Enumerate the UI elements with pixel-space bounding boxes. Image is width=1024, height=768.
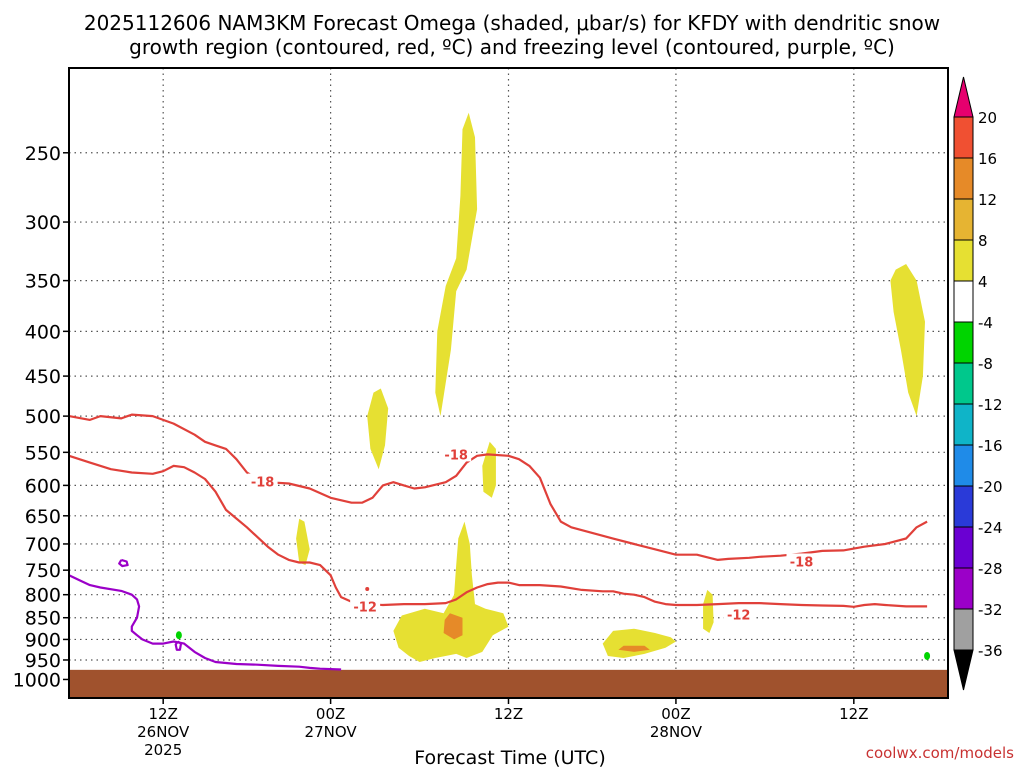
colorbar-box — [953, 403, 974, 446]
red-dot — [365, 586, 370, 591]
y-tick-label: 650 — [25, 506, 61, 528]
contour-label: -12 — [353, 600, 377, 615]
credit-text: coolwx.com/models — [866, 744, 1014, 762]
colorbar-label: -16 — [978, 437, 1003, 455]
contour-label-bg — [441, 446, 472, 462]
contour-label: -12 — [727, 609, 751, 624]
x-tick-label: 27NOV — [305, 723, 358, 741]
x-tick-label: 12Z — [148, 705, 177, 723]
omega-region — [703, 589, 714, 633]
y-tick-label: 600 — [25, 475, 61, 497]
colorbar-label: -28 — [978, 560, 1003, 578]
contour-label-bg — [350, 598, 381, 614]
colorbar-box — [953, 485, 974, 528]
colorbar-label: -32 — [978, 601, 1003, 619]
colorbar-label: 4 — [978, 273, 988, 291]
small-marks — [175, 586, 931, 660]
omega-region — [367, 388, 389, 470]
chart-title-line2: growth region (contoured, red, ºC) and f… — [129, 35, 895, 59]
colorbar-label: -24 — [978, 519, 1003, 537]
grid — [69, 68, 948, 698]
y-tick-label: 550 — [25, 442, 61, 464]
omega-region — [602, 628, 676, 658]
y-tick-label: 1000 — [13, 669, 61, 691]
colorbar-label: 12 — [978, 191, 997, 209]
chart-title-line1: 2025112606 NAM3KM Forecast Omega (shaded… — [84, 11, 940, 35]
contour-line — [68, 413, 928, 562]
colorbar-label: 8 — [978, 232, 988, 250]
omega-region — [618, 645, 650, 652]
x-tick-label: 00Z — [661, 705, 690, 723]
x-axis-label: Forecast Time (UTC) — [414, 747, 605, 768]
omega-region — [435, 112, 478, 417]
y-tick-label: 800 — [25, 585, 61, 607]
contour-label: -18 — [790, 555, 814, 570]
contour-labels: -18 -18 -18 -12 -12 — [247, 446, 817, 624]
colorbar-box — [953, 239, 974, 282]
colorbar-box — [953, 526, 974, 569]
colorbar-box — [953, 157, 974, 200]
colorbar-box — [953, 280, 974, 323]
colorbar-arrow-bottom — [953, 649, 974, 691]
omega-region — [443, 613, 463, 640]
y-tick-label: 950 — [25, 650, 61, 672]
x-tick-label: 12Z — [839, 705, 868, 723]
colorbar-box — [953, 198, 974, 241]
y-tick-label: 850 — [25, 608, 61, 630]
y-axis: 2503003504004505005506006507007508008509… — [13, 143, 69, 691]
colorbar-label: -20 — [978, 478, 1003, 496]
y-tick-label: 250 — [25, 143, 61, 165]
y-tick-label: 350 — [25, 271, 61, 293]
colorbar-arrow-top — [953, 76, 974, 118]
omega-region — [296, 518, 310, 566]
colorbar-label: 16 — [978, 150, 997, 168]
contour-label-bg — [723, 606, 754, 622]
contour-label: -18 — [444, 448, 468, 463]
omega-shading — [296, 112, 925, 662]
colorbar-box — [953, 444, 974, 487]
omega-region — [393, 521, 509, 662]
contour-label-bg — [247, 473, 278, 489]
y-tick-label: 900 — [25, 629, 61, 651]
y-tick-label: 700 — [25, 534, 61, 556]
colorbar-box — [953, 608, 974, 651]
contour-label-bg — [786, 553, 817, 569]
x-tick-label: 12Z — [494, 705, 523, 723]
green-mark — [924, 651, 931, 660]
x-tick-label: 26NOV — [137, 723, 190, 741]
colorbar-box — [953, 362, 974, 405]
colorbar: 20 16 12 8 4 -4 -8 -12 -16 -20 -24 -28 -32 -36 — [953, 76, 1003, 691]
x-tick-label: 00Z — [316, 705, 345, 723]
y-tick-label: 750 — [25, 560, 61, 582]
green-mark — [175, 631, 182, 640]
y-tick-label: 500 — [25, 406, 61, 428]
contours — [68, 413, 928, 671]
contour-line — [174, 640, 183, 651]
ground-surface — [69, 669, 948, 698]
contour-label: -18 — [251, 476, 275, 491]
colorbar-box — [953, 321, 974, 364]
contour-line — [68, 454, 928, 608]
y-tick-label: 400 — [25, 321, 61, 343]
colorbar-label: -4 — [978, 314, 993, 332]
contour-line — [118, 558, 129, 568]
y-tick-label: 300 — [25, 212, 61, 234]
x-tick-label: 2025 — [144, 741, 182, 759]
colorbar-label: -36 — [978, 642, 1003, 660]
colorbar-label: -8 — [978, 355, 993, 373]
colorbar-box — [953, 116, 974, 159]
colorbar-label: 20 — [978, 109, 997, 127]
omega-region — [890, 264, 925, 417]
colorbar-label: -12 — [978, 396, 1003, 414]
contour-line — [68, 574, 342, 671]
y-tick-label: 450 — [25, 366, 61, 388]
colorbar-box — [953, 567, 974, 610]
x-tick-label: 28NOV — [650, 723, 703, 741]
